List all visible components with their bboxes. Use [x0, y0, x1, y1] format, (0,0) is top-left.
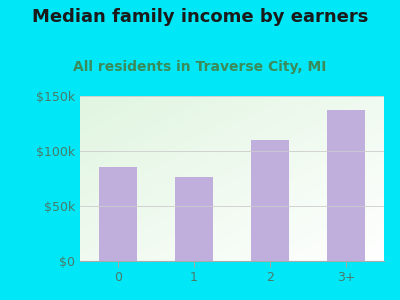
Bar — [99, 167, 137, 261]
Text: Median family income by earners: Median family income by earners — [32, 8, 368, 26]
Bar — [327, 110, 365, 261]
Bar — [251, 140, 289, 261]
Bar — [175, 177, 213, 261]
Text: All residents in Traverse City, MI: All residents in Traverse City, MI — [73, 60, 327, 74]
